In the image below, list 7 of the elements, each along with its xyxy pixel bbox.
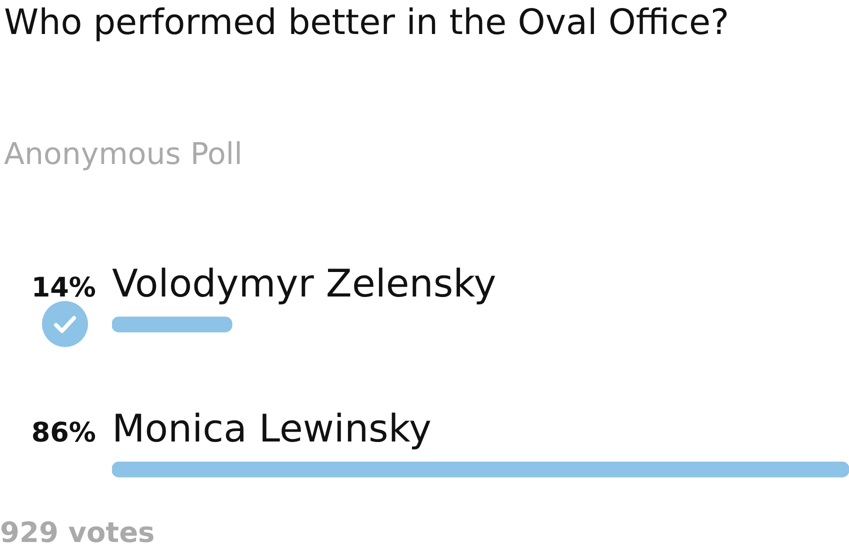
y-tick-label: Volodymyr Zelensky xyxy=(112,262,496,306)
data-label: 86% xyxy=(31,418,96,448)
text: 929 votes xyxy=(0,516,155,549)
y-tick-label: Monica Lewinsky xyxy=(112,406,432,450)
data-label: 14% xyxy=(31,272,96,304)
chart-title: Who performed better in the Oval Office? xyxy=(4,2,730,45)
chart-subtitle: Anonymous Poll xyxy=(4,137,242,172)
